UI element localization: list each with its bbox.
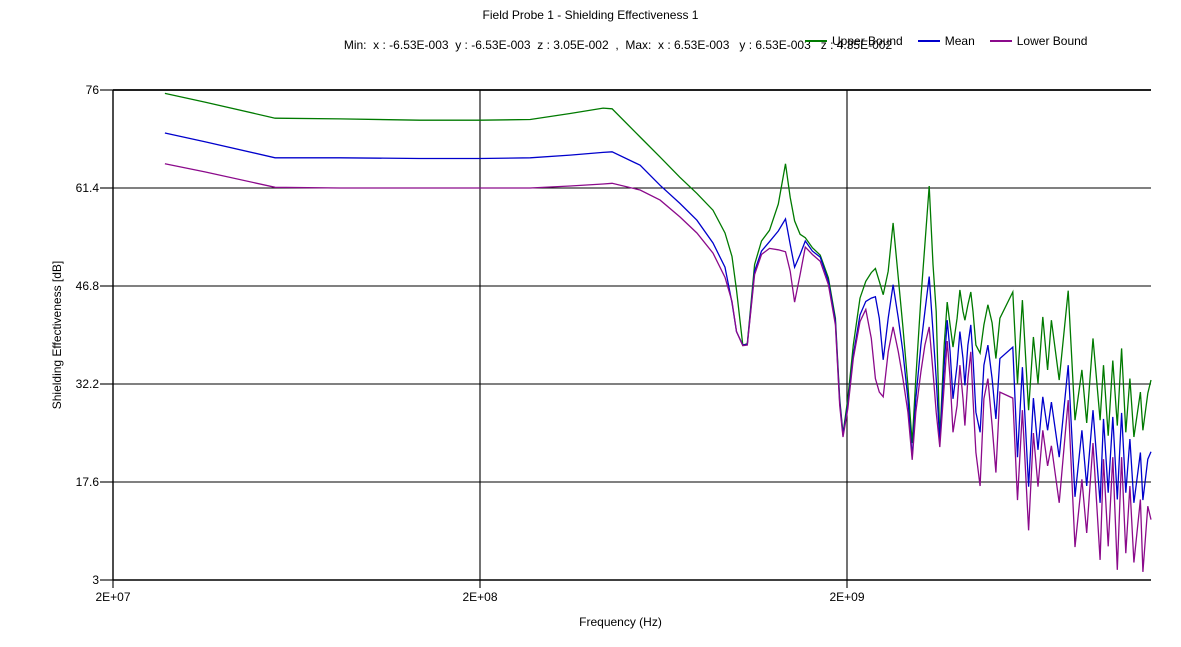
legend-swatch-lower-bound [989, 40, 1012, 42]
legend-swatch-upper-bound [805, 40, 827, 42]
legend-item-mean: Mean [917, 34, 975, 48]
y-tick-label: 76 [86, 83, 100, 97]
x-axis-title: Frequency (Hz) [579, 615, 662, 629]
y-tick-label: 17.6 [76, 475, 100, 489]
x-tick-label: 2E+08 [462, 590, 497, 604]
y-tick-label: 61.4 [76, 181, 100, 195]
y-tick-label: 46.8 [76, 279, 100, 293]
x-tick-label: 2E+07 [95, 590, 130, 604]
chart-subtitle: Min: x : -6.53E-003 y : -6.53E-003 z : 3… [343, 38, 893, 52]
legend-item-lower-bound: Lower Bound [989, 34, 1088, 48]
y-tick-label: 3 [92, 573, 99, 587]
x-tick-label: 2E+09 [829, 590, 864, 604]
legend-label-upper-bound: Upper Bound [832, 34, 903, 48]
series-line-upper-bound [164, 92, 1152, 444]
legend: Upper Bound Mean Lower Bound [805, 34, 1087, 48]
legend-label-lower-bound: Lower Bound [1016, 34, 1088, 48]
legend-swatch-mean [917, 40, 940, 42]
series-line-lower-bound [164, 163, 1152, 572]
legend-label-mean: Mean [944, 34, 975, 48]
chart-title: Field Probe 1 - Shielding Effectiveness … [482, 8, 699, 22]
y-tick-label: 32.2 [76, 377, 100, 391]
legend-item-upper-bound: Upper Bound [805, 34, 903, 48]
